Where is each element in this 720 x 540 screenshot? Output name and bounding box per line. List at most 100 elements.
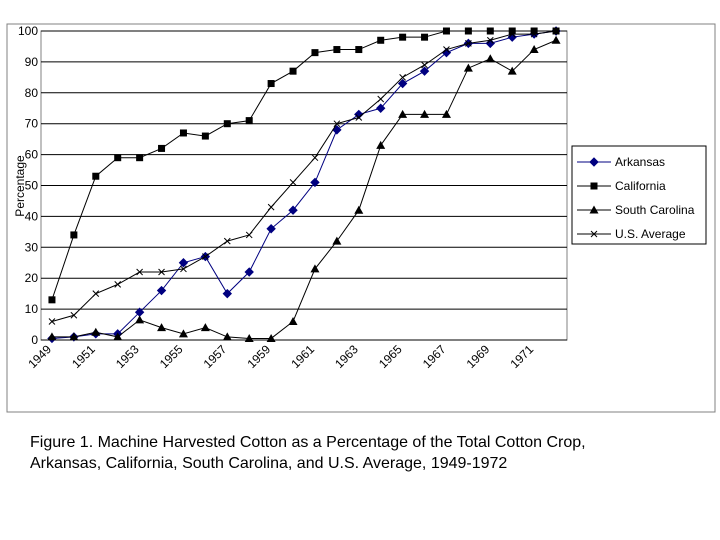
series-south-carolina: [47, 35, 561, 342]
data-point-triangle: [69, 332, 79, 341]
data-point-x-stroke: [333, 120, 341, 128]
data-point-square: [508, 27, 516, 35]
data-point-x-stroke: [267, 203, 275, 211]
data-point-x: [245, 231, 253, 239]
data-point-triangle: [589, 205, 599, 214]
data-point-square: [421, 33, 429, 41]
legend-label: Arkansas: [615, 155, 665, 169]
data-point-diamond: [178, 258, 189, 268]
data-point-diamond: [310, 177, 320, 188]
data-point-triangle: [485, 54, 495, 63]
data-point-diamond: [419, 66, 430, 76]
data-point-x: [443, 46, 450, 53]
y-tick-label: 20: [25, 271, 39, 285]
data-point-x-stroke: [223, 237, 231, 245]
data-point-x-stroke: [443, 46, 450, 53]
data-point-square: [223, 120, 231, 128]
data-point-square: [267, 80, 275, 88]
data-point-triangle: [222, 332, 232, 341]
y-tick-label: 80: [25, 86, 39, 100]
data-point-diamond: [266, 224, 276, 234]
y-tick-label: 0: [31, 333, 38, 347]
caption-line-1: Figure 1. Machine Harvested Cotton as a …: [30, 434, 586, 451]
series-line: [51, 30, 557, 300]
data-point-x: [377, 95, 385, 103]
data-point-square: [399, 33, 407, 41]
data-point-x: [180, 265, 187, 273]
data-point-x: [136, 268, 143, 276]
data-point-triangle: [354, 205, 364, 214]
data-point-triangle: [332, 236, 342, 245]
data-point-x: [465, 40, 472, 47]
data-point-diamond: [397, 78, 408, 89]
data-point-square: [201, 132, 209, 140]
data-point-square: [442, 27, 450, 35]
data-point-diamond: [244, 267, 254, 277]
data-point-x-stroke: [377, 95, 385, 103]
data-point-diamond: [156, 285, 167, 296]
data-point-diamond: [222, 288, 232, 299]
data-point-triangle: [398, 109, 408, 118]
y-tick-label: 70: [25, 117, 39, 131]
data-point-square: [530, 27, 538, 35]
data-point-triangle: [47, 332, 57, 341]
y-tick-label: 50: [25, 179, 39, 193]
data-point-x: [333, 120, 341, 128]
y-tick-label: 40: [25, 209, 39, 223]
data-point-square: [158, 144, 166, 152]
legend-item: South Carolina: [577, 203, 695, 217]
data-point-x-stroke: [590, 230, 598, 238]
data-point-square: [355, 46, 363, 54]
data-point-triangle: [441, 109, 451, 118]
data-point-x: [70, 311, 78, 319]
data-point-diamond: [485, 38, 495, 49]
data-point-x-stroke: [421, 61, 428, 69]
series-line: [51, 30, 557, 322]
data-point-square: [70, 231, 78, 239]
data-point-x: [158, 268, 165, 276]
data-point-x-stroke: [289, 179, 297, 186]
data-point-triangle: [200, 323, 210, 332]
legend-item: U.S. Average: [577, 227, 686, 241]
data-point-x: [202, 253, 209, 260]
data-point-x-stroke: [486, 36, 494, 44]
data-point-x-stroke: [530, 30, 538, 38]
data-point-x-stroke: [136, 268, 143, 276]
data-point-x-stroke: [508, 30, 516, 38]
data-point-triangle: [157, 323, 167, 332]
data-point-x: [223, 237, 231, 245]
data-point-x: [552, 27, 560, 35]
data-point-x: [114, 281, 122, 288]
data-point-square: [486, 27, 494, 35]
data-point-x-stroke: [180, 265, 187, 273]
data-point-triangle: [507, 66, 517, 75]
data-point-triangle: [551, 35, 561, 44]
data-point-x: [267, 203, 275, 211]
data-point-square: [464, 27, 472, 35]
data-point-x: [48, 318, 56, 325]
data-point-diamond: [288, 205, 298, 215]
data-point-x-stroke: [399, 73, 406, 81]
data-point-triangle: [244, 333, 254, 342]
data-point-x-stroke: [70, 311, 78, 319]
data-point-triangle: [113, 332, 123, 341]
legend-label: South Carolina: [615, 203, 695, 217]
data-point-x-stroke: [355, 114, 363, 121]
data-point-triangle: [420, 109, 430, 118]
data-point-square: [136, 154, 144, 162]
data-point-triangle: [178, 329, 188, 338]
data-point-x: [486, 36, 494, 44]
data-point-triangle: [135, 315, 145, 324]
data-point-square: [179, 129, 187, 137]
data-point-x-stroke: [114, 281, 122, 288]
data-point-square: [92, 172, 100, 180]
data-point-x: [399, 73, 406, 81]
legend-label: U.S. Average: [615, 227, 686, 241]
data-point-x: [421, 61, 428, 69]
data-point-x: [530, 30, 538, 38]
y-tick-label: 60: [25, 148, 39, 162]
data-point-triangle: [310, 264, 320, 273]
y-tick-label: 30: [25, 240, 39, 254]
data-point-square: [245, 117, 253, 125]
